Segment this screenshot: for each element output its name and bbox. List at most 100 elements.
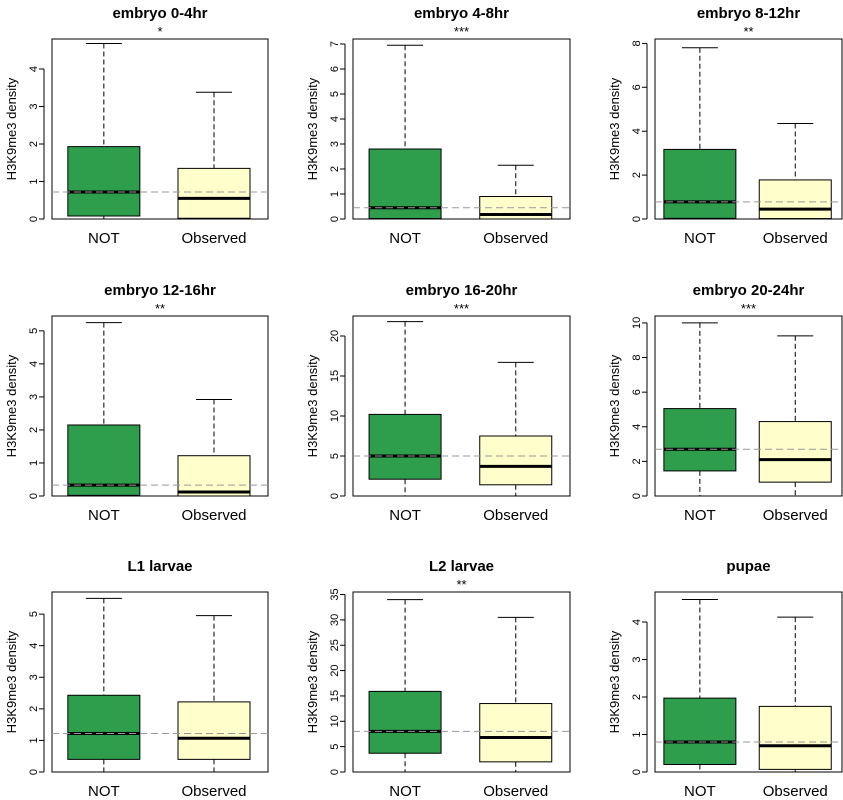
- box-body: [663, 148, 737, 219]
- plot-frame: [654, 38, 843, 220]
- box-body: [177, 701, 251, 760]
- y-tick-label: 1: [631, 731, 643, 737]
- y-axis-label: H3K9me3 density: [4, 630, 19, 733]
- box-not: [663, 322, 737, 497]
- box-body: [177, 167, 251, 219]
- y-tick-label: 25: [329, 639, 341, 651]
- category-label: NOT: [88, 230, 120, 247]
- y-tick-label: 6: [631, 84, 643, 90]
- y-tick-label: 2: [329, 166, 341, 172]
- y-tick-label: 4: [631, 619, 643, 625]
- y-tick-label: 0: [28, 216, 40, 222]
- panel-title: L1 larvae: [127, 558, 192, 575]
- y-tick-label: 3: [28, 103, 40, 109]
- box-not: [67, 43, 141, 220]
- category-label: NOT: [684, 230, 716, 247]
- box-body: [479, 435, 553, 486]
- y-tick-label: 3: [28, 394, 40, 400]
- panel-title: embryo 20-24hr: [693, 282, 805, 299]
- y-tick-label: 5: [28, 328, 40, 334]
- box-body: [479, 703, 553, 763]
- y-tick-label: 2: [631, 172, 643, 178]
- panel-title: embryo 8-12hr: [697, 5, 801, 22]
- category-label: Observed: [181, 230, 246, 247]
- panel-4: embryo 16-20hr *** H3K9me3 density 0 5 10 15 20…: [305, 282, 571, 524]
- y-tick-label: 5: [28, 611, 40, 617]
- category-label: Observed: [483, 783, 548, 800]
- y-axis-label: H3K9me3 density: [607, 77, 622, 180]
- box-observed: [479, 361, 553, 497]
- y-tick-label: 6: [329, 66, 341, 72]
- y-axis-label: H3K9me3 density: [607, 630, 622, 733]
- panel-title: pupae: [726, 558, 770, 575]
- box-body: [177, 455, 251, 497]
- y-tick-label: 2: [28, 706, 40, 712]
- box-body: [758, 421, 832, 483]
- y-tick-label: 8: [631, 40, 643, 46]
- box-body: [67, 694, 141, 760]
- category-label: Observed: [763, 230, 828, 247]
- y-tick-label: 30: [329, 614, 341, 626]
- y-tick-label: 1: [28, 178, 40, 184]
- y-tick-label: 0: [329, 493, 341, 499]
- y-axis-label: H3K9me3 density: [305, 354, 320, 457]
- box-not: [368, 321, 442, 497]
- y-tick-label: 0: [631, 216, 643, 222]
- y-tick-label: 0: [329, 769, 341, 775]
- panel-title: L2 larvae: [429, 558, 494, 575]
- box-not: [663, 47, 737, 220]
- box-body: [758, 705, 832, 770]
- category-label: NOT: [88, 783, 120, 800]
- y-tick-label: 1: [28, 737, 40, 743]
- category-label: NOT: [389, 230, 421, 247]
- y-tick-label: 0: [28, 769, 40, 775]
- panel-2: embryo 8-12hr ** H3K9me3 density 0 2 4 6 8 NOT Ob…: [607, 5, 843, 247]
- category-label: NOT: [88, 507, 120, 524]
- panel-5: embryo 20-24hr *** H3K9me3 density 0 2 4 6 8 10 N…: [607, 282, 843, 524]
- category-label: Observed: [763, 507, 828, 524]
- panel-7: L2 larvae ** H3K9me3 density 0 5 10 15 20 25 30 35…: [305, 558, 571, 800]
- y-tick-label: 6: [631, 389, 643, 395]
- y-tick-label: 0: [631, 769, 643, 775]
- y-tick-label: 0: [28, 493, 40, 499]
- y-axis-label: H3K9me3 density: [305, 77, 320, 180]
- y-tick-label: 4: [28, 361, 40, 367]
- category-label: NOT: [684, 507, 716, 524]
- y-tick-label: 1: [28, 460, 40, 466]
- y-tick-label: 4: [631, 128, 643, 134]
- y-tick-label: 8: [631, 354, 643, 360]
- panel-title: embryo 12-16hr: [104, 282, 216, 299]
- y-axis-label: H3K9me3 density: [607, 354, 622, 457]
- y-tick-label: 5: [329, 453, 341, 459]
- significance-label: ***: [454, 24, 469, 39]
- y-tick-label: 0: [329, 216, 341, 222]
- y-tick-label: 2: [28, 141, 40, 147]
- y-tick-label: 5: [329, 91, 341, 97]
- y-tick-label: 1: [329, 191, 341, 197]
- box-body: [368, 690, 442, 754]
- category-label: Observed: [483, 507, 548, 524]
- y-tick-label: 10: [329, 410, 341, 422]
- significance-label: ***: [741, 301, 756, 316]
- panel-title: embryo 16-20hr: [406, 282, 518, 299]
- box-observed: [177, 615, 251, 773]
- category-label: Observed: [763, 783, 828, 800]
- panel-0: embryo 0-4hr * H3K9me3 density 0 1 2 3 4 NOT Obse…: [4, 5, 269, 247]
- category-label: NOT: [389, 783, 421, 800]
- category-label: NOT: [389, 507, 421, 524]
- y-axis-label: H3K9me3 density: [305, 630, 320, 733]
- plot-frame: [352, 315, 571, 497]
- y-tick-label: 0: [631, 493, 643, 499]
- y-tick-label: 4: [28, 643, 40, 649]
- box-observed: [177, 91, 251, 220]
- y-tick-label: 3: [329, 141, 341, 147]
- category-label: NOT: [684, 783, 716, 800]
- y-tick-label: 15: [329, 370, 341, 382]
- y-tick-label: 4: [28, 66, 40, 72]
- y-tick-label: 5: [329, 744, 341, 750]
- y-tick-label: 35: [329, 588, 341, 600]
- box-body: [663, 408, 737, 472]
- significance-label: **: [743, 24, 753, 39]
- y-tick-label: 10: [329, 715, 341, 727]
- y-tick-label: 20: [329, 664, 341, 676]
